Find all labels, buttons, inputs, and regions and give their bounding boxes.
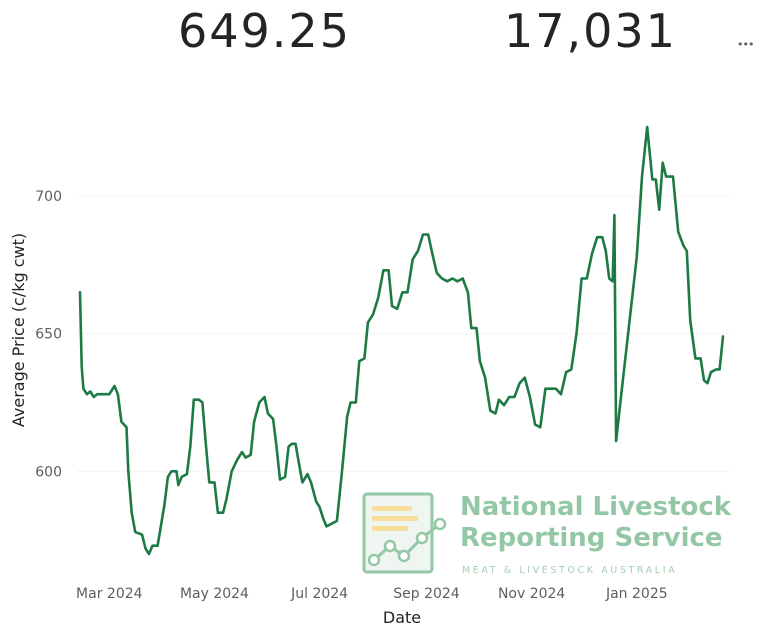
y-tick-label: 650 [35,327,62,343]
x-tick-labels: Mar 2024 May 2024 Jul 2024 Sep 2024 Nov 2024… [76,586,668,602]
kpi-head-count: 17,031 [504,4,677,58]
y-tick-label: 600 [35,464,62,480]
gridlines [78,195,733,472]
watermark-subtitle: MEAT & LIVESTOCK AUSTRALIA [462,565,678,576]
x-tick-label: Jan 2025 [605,586,668,602]
watermark-title-line2: Reporting Service [460,523,723,553]
y-tick-label: 700 [35,189,62,205]
watermark-title-line1: National Livestock [460,492,732,522]
y-axis-title: Average Price (c/kg cwt) [9,233,28,427]
kpi-average-price: 649.25 [178,4,351,58]
watermark: National Livestock Reporting Service MEA… [360,490,760,580]
y-tick-labels: 600 650 700 [35,189,62,480]
x-axis-title: Date [383,608,421,627]
x-tick-label: Mar 2024 [76,586,143,602]
x-tick-label: May 2024 [180,586,249,602]
x-tick-label: Nov 2024 [498,586,565,602]
x-tick-label: Sep 2024 [393,586,460,602]
ellipsis-icon[interactable]: ••• [737,38,754,51]
series-line [78,125,725,556]
x-tick-label: Jul 2024 [290,586,348,602]
watermark-title: National Livestock Reporting Service [460,492,731,554]
nlrs-logo [362,492,447,574]
